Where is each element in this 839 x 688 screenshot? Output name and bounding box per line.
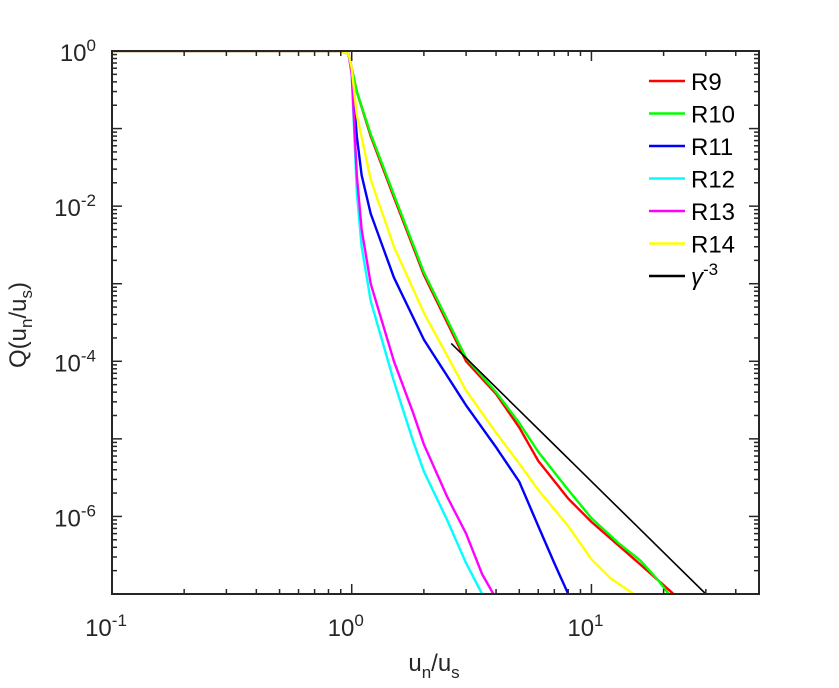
legend-item: R11 <box>649 134 733 161</box>
legend-label: R9 <box>691 69 722 96</box>
legend-item: R10 <box>649 102 735 129</box>
tick-labels: 10-1 100 101 100 10-2 10-4 10-6 <box>54 36 603 642</box>
legend-label: R12 <box>691 167 735 194</box>
x-tick-label: 10-1 <box>85 611 127 642</box>
x-axis-label: un/us <box>408 650 459 682</box>
legend-item: R9 <box>649 69 722 96</box>
legend-item: R13 <box>649 199 735 226</box>
y-tick-label: 10-2 <box>54 191 96 222</box>
plot-frame <box>111 50 760 595</box>
y-tick-label: 100 <box>60 36 96 67</box>
legend-label: R11 <box>691 134 733 161</box>
y-tick-label: 10-4 <box>54 346 96 377</box>
legend-label: R10 <box>691 102 735 129</box>
legend-label: R14 <box>691 232 735 259</box>
x-tick-label: 100 <box>328 611 364 642</box>
axes-layer <box>111 50 760 595</box>
x-tick-label: 101 <box>567 611 603 642</box>
series-line-R14 <box>112 51 635 594</box>
legend-item: R14 <box>649 232 735 259</box>
legend-label: R13 <box>691 199 735 226</box>
legend-label: γ-3 <box>691 260 718 291</box>
y-axis-label: Q(un/us) <box>5 282 36 368</box>
series-layer <box>112 51 707 594</box>
series-line-gamma-ref <box>450 342 707 594</box>
y-tick-label: 10-6 <box>54 501 96 532</box>
legend-item: γ-3 <box>649 260 718 291</box>
legend-item: R12 <box>649 167 735 194</box>
